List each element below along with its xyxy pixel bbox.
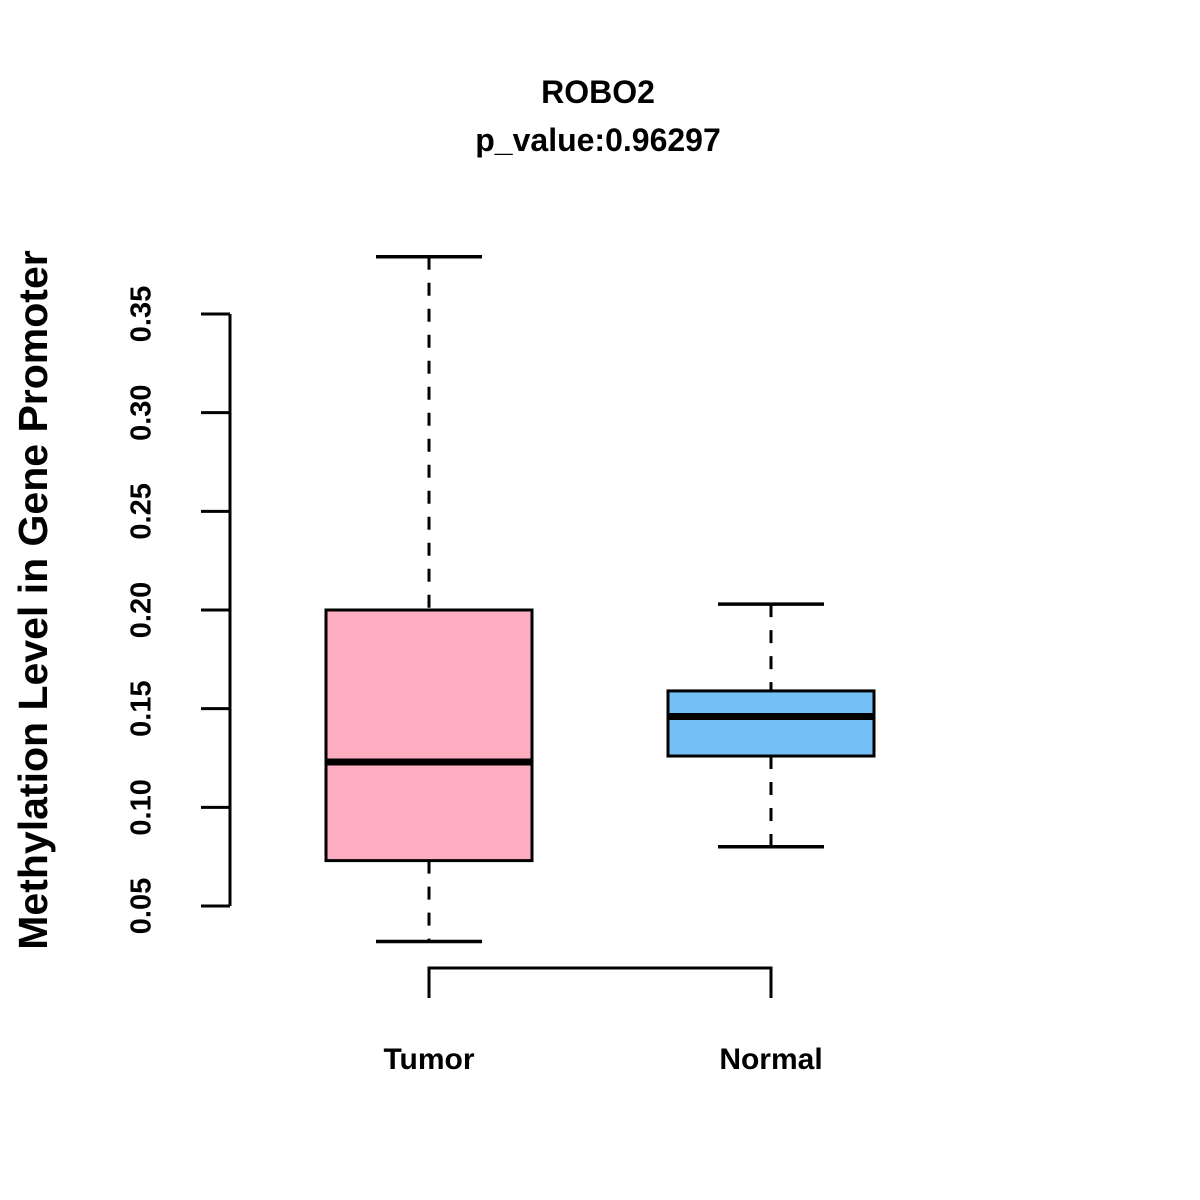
y-axis-title: Methylation Level in Gene Promoter xyxy=(10,250,56,949)
normal-box xyxy=(666,689,876,758)
y-tick-label: 0.05 xyxy=(126,878,158,934)
y-tick-label: 0.10 xyxy=(126,779,158,835)
chart-title: ROBO2 xyxy=(541,74,655,110)
x-category-label-normal: Normal xyxy=(719,1043,822,1076)
y-tick-label: 0.20 xyxy=(126,582,158,638)
y-tick-label: 0.35 xyxy=(126,286,158,342)
y-tick-label: 0.30 xyxy=(126,384,158,440)
chart-subtitle: p_value:0.96297 xyxy=(475,122,721,158)
y-tick-label: 0.25 xyxy=(126,483,158,539)
x-category-label-tumor: Tumor xyxy=(383,1043,474,1076)
tumor-box xyxy=(324,608,534,863)
x-axis-bracket xyxy=(427,966,773,998)
y-tick-label: 0.15 xyxy=(126,680,158,736)
